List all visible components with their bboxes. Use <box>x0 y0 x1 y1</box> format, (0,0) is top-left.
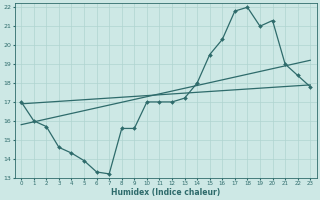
X-axis label: Humidex (Indice chaleur): Humidex (Indice chaleur) <box>111 188 220 197</box>
